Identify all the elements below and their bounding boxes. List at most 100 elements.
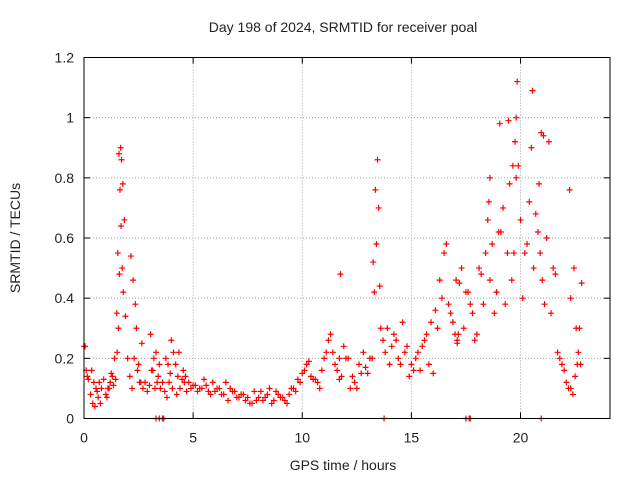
data-point [142,379,149,386]
data-point [118,222,125,229]
data-point [150,355,157,362]
data-point [390,331,397,338]
data-point [268,400,275,407]
data-point [305,358,312,365]
data-point [244,394,251,401]
data-point [174,373,181,380]
data-point [478,271,485,278]
data-point [438,295,445,302]
data-point [353,385,360,392]
data-point [307,373,314,380]
tick-layer: 0 0.2 0.4 0.6 0.8 1 1.2 0 5 10 15 20 [55,50,610,446]
data-point [110,382,117,389]
data-point [375,204,382,211]
data-layer [81,78,585,422]
data-point [97,400,104,407]
data-point [364,370,371,377]
data-point [538,129,545,136]
data-point [325,337,332,344]
data-point [521,250,528,257]
data-point [157,385,164,392]
data-point [299,370,306,377]
data-point [509,162,516,169]
data-point [91,403,98,410]
data-point [545,138,552,145]
data-point [162,355,169,362]
data-point [529,87,536,94]
data-point [294,376,301,383]
data-point [382,349,389,356]
data-point [473,331,480,338]
data-point [88,367,95,374]
data-point [270,397,277,404]
data-point [98,385,105,392]
data-point [508,277,515,284]
data-point [510,250,517,257]
x-axis-label: GPS time / hours [290,457,397,473]
data-point [121,216,128,223]
data-point [449,319,456,326]
data-point [517,216,524,223]
data-point [575,349,582,356]
data-point [113,310,120,317]
y-tick-label: 1.2 [55,50,75,66]
data-point [192,382,199,389]
data-point [119,180,126,187]
data-point [107,379,114,386]
chart-title: Day 198 of 2024, SRMTID for receiver poa… [209,19,477,35]
data-point [292,388,299,395]
data-point [175,349,182,356]
data-point [165,361,172,368]
data-point [408,361,415,368]
data-point [454,337,461,344]
data-point [356,361,363,368]
data-point [374,156,381,163]
data-point [103,394,110,401]
data-point [134,367,141,374]
data-point [281,397,288,404]
data-point [347,385,354,392]
data-point [434,325,441,332]
grid-layer [84,57,610,419]
data-point [108,370,115,377]
data-point [139,385,146,392]
data-point [445,301,452,308]
data-point [96,379,103,386]
data-point [273,388,280,395]
data-point [301,367,308,374]
data-point [491,310,498,317]
data-point [548,310,555,317]
data-point [111,355,118,362]
data-point [130,277,137,284]
data-point [345,355,352,362]
data-point [386,361,393,368]
data-point [149,367,156,374]
data-point [372,186,379,193]
data-point [371,289,378,296]
data-point [543,235,550,241]
data-point [168,337,175,344]
data-point [94,388,101,395]
data-point [572,373,579,380]
data-point [231,388,238,395]
data-point [366,355,373,362]
data-point [410,367,417,374]
data-point [255,394,262,401]
data-point [458,265,465,272]
data-point [563,379,570,386]
data-point [524,241,531,248]
data-point [187,385,194,392]
data-point [286,391,293,398]
data-point [264,391,271,398]
data-point [218,391,225,398]
data-point [455,331,462,338]
data-point [370,259,377,266]
data-point [513,114,520,121]
data-point [318,367,325,374]
y-tick-label: 1 [66,110,74,126]
data-point [166,379,173,386]
y-tick-label: 0.4 [55,290,75,306]
data-point [441,250,448,257]
data-point [283,400,290,407]
data-point [505,117,512,124]
